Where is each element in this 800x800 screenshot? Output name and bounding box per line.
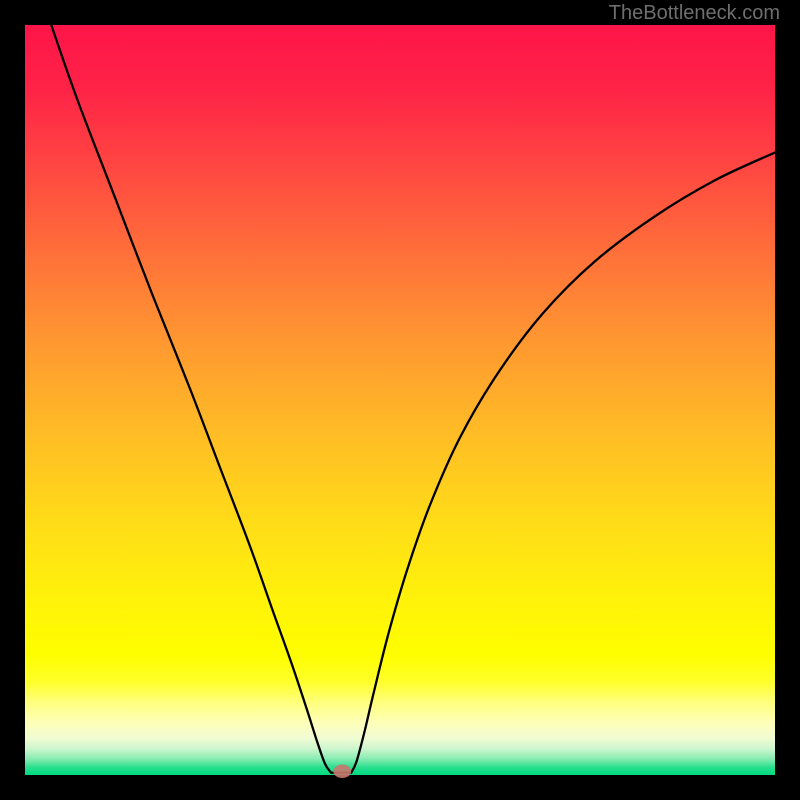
bottleneck-chart (0, 0, 800, 800)
chart-background-gradient (25, 25, 775, 775)
chart-container: TheBottleneck.com (0, 0, 800, 800)
optimal-point-marker (333, 765, 351, 779)
watermark-text: TheBottleneck.com (609, 2, 780, 25)
